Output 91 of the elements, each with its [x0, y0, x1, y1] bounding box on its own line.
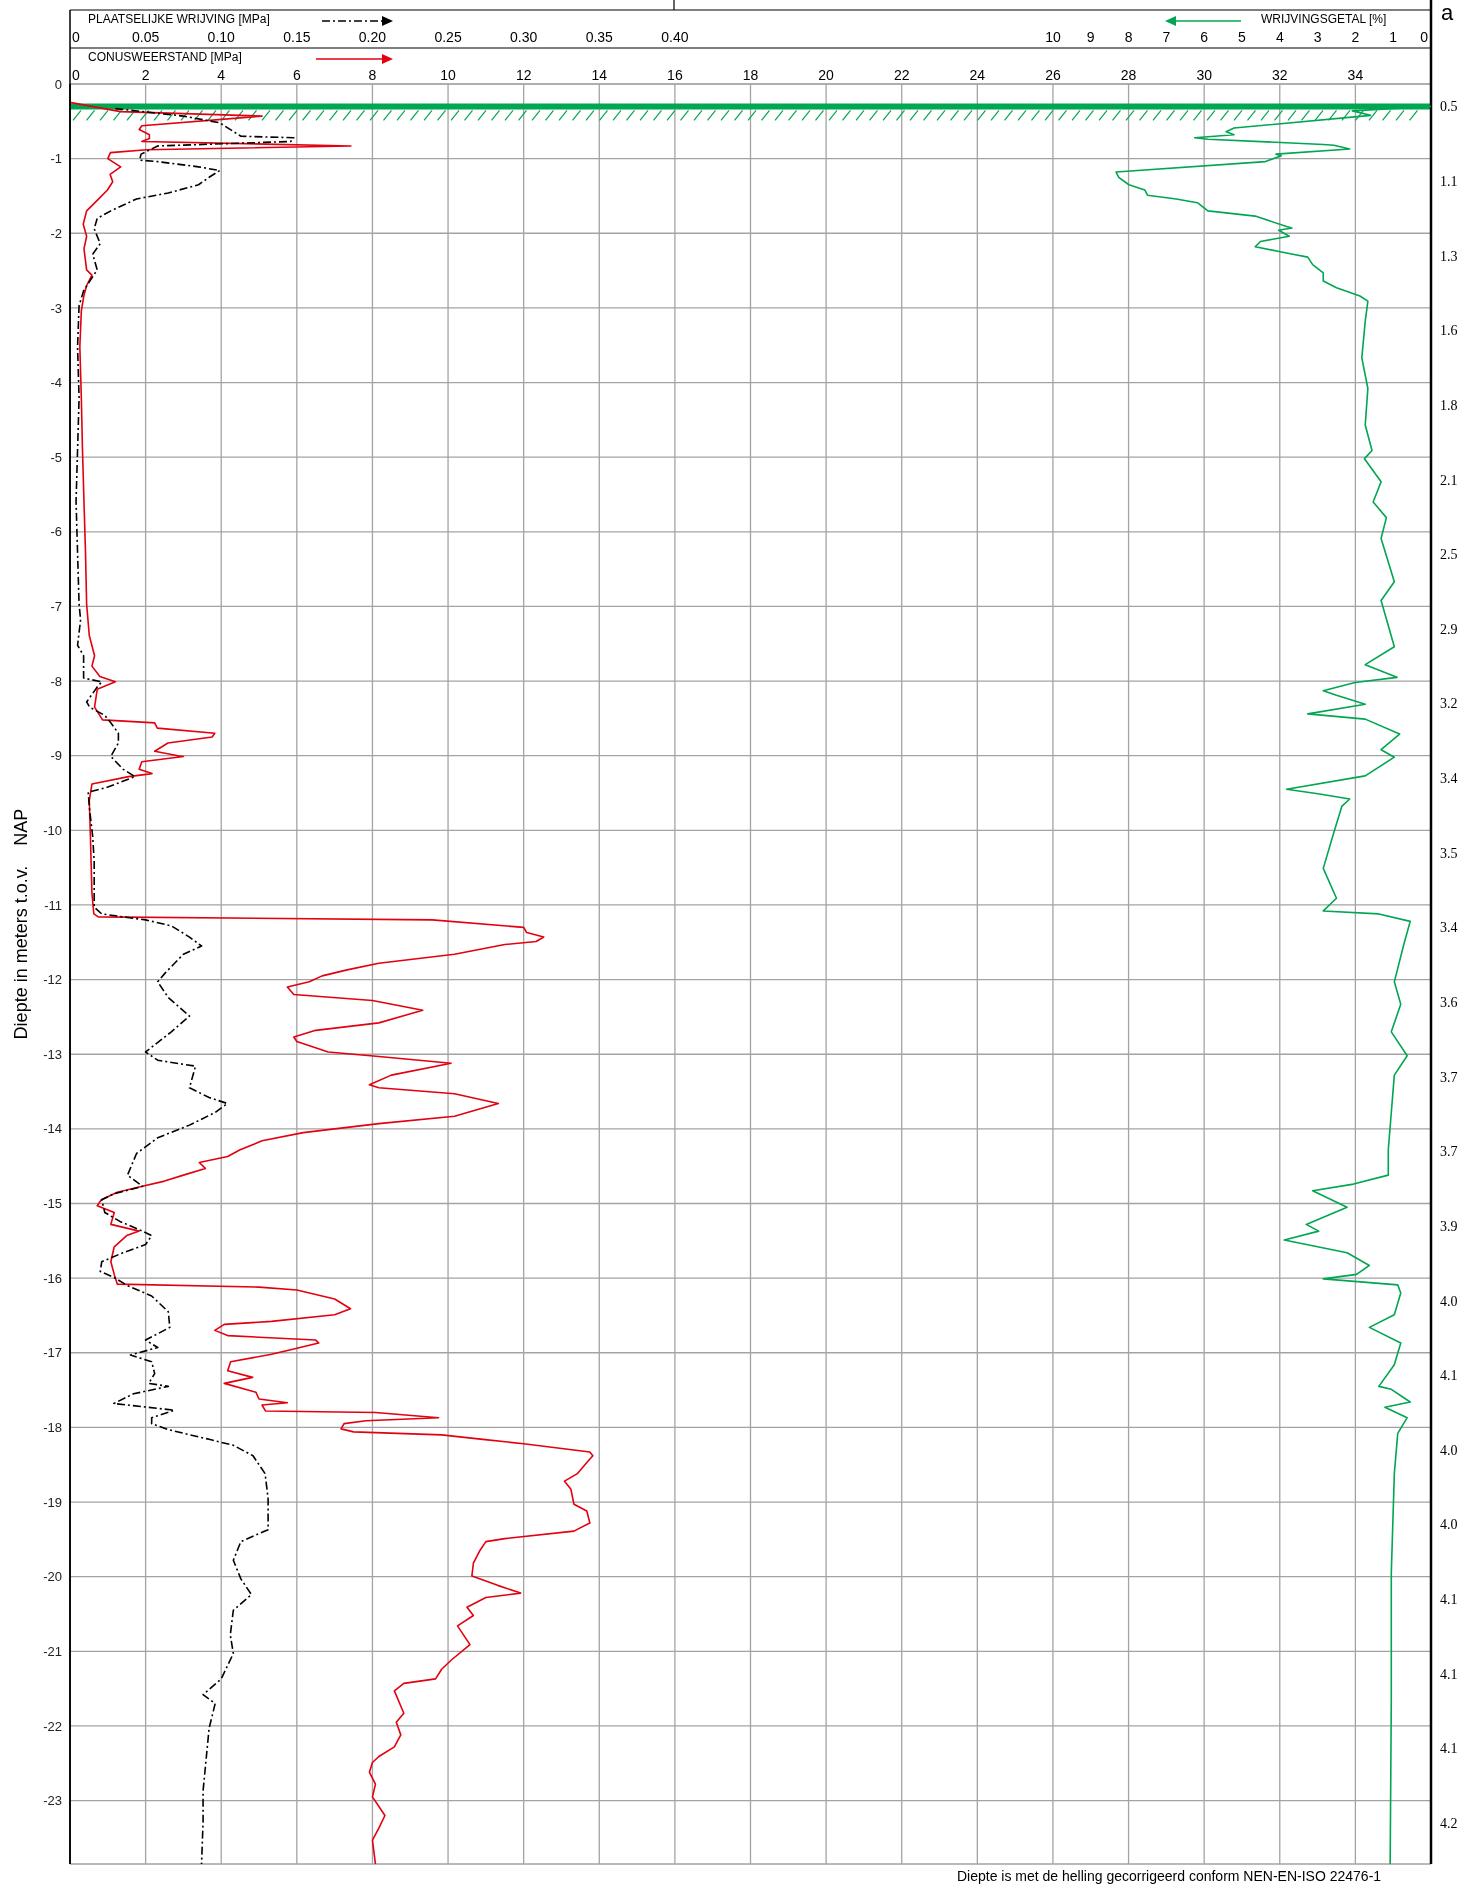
- text: 4.0: [1440, 1517, 1458, 1533]
- x2-tick-label: 0.05: [131, 29, 160, 45]
- text: 4.1: [1440, 1592, 1458, 1608]
- text: Diepte is met de helling gecorrigeerd conform NEN-EN-ISO 22476-1: [957, 1868, 1382, 1884]
- y-tick-label: -9: [50, 748, 62, 764]
- x-tick-label: 20: [818, 67, 835, 83]
- text: 3.7: [1440, 1069, 1458, 1085]
- x-tick-label: 10: [440, 67, 457, 83]
- text: 2.9: [1440, 621, 1458, 637]
- x-tick-label: 6: [292, 67, 301, 83]
- text: 4.2: [1440, 1815, 1458, 1831]
- text: 4.1: [1440, 1666, 1458, 1682]
- y-tick-label: -7: [50, 599, 62, 615]
- text: 4.0: [1440, 1293, 1458, 1309]
- text: 3.9: [1440, 1218, 1458, 1234]
- x2-tick-label: 0.35: [585, 29, 614, 45]
- x2-tick-label: 0.10: [207, 29, 236, 45]
- y-tick-label: -10: [43, 822, 62, 838]
- x-tick-label: 0: [1420, 29, 1429, 45]
- x-axis-title: CONUSWEERSTAND [MPa]: [88, 50, 242, 64]
- y-tick-label: -8: [50, 673, 62, 689]
- x-tick-label: 24: [969, 67, 986, 83]
- x-tick-label: 5: [1238, 29, 1247, 45]
- y-tick-label: -18: [43, 1420, 62, 1436]
- x-tick-label: 0: [72, 67, 80, 83]
- text: 1.6: [1440, 323, 1458, 339]
- x-tick-label: 4: [1275, 29, 1284, 45]
- y-tick-label: -1: [50, 151, 62, 167]
- x-tick-label: 14: [591, 67, 608, 83]
- line-series: [70, 101, 594, 1864]
- text: 4.0: [1440, 1442, 1458, 1458]
- x-tick-label: 8: [1124, 29, 1133, 45]
- y-tick-label: -16: [43, 1270, 62, 1286]
- x-tick-label: 2: [141, 67, 150, 83]
- text: 3.2: [1440, 696, 1458, 712]
- x-tick-label: 22: [893, 67, 910, 83]
- x-tick-label: 8: [368, 67, 377, 83]
- text: 3.7: [1440, 1144, 1458, 1160]
- y-tick-label: -11: [44, 897, 62, 913]
- y-tick-label: -6: [50, 524, 62, 540]
- text: 3.4: [1440, 920, 1458, 936]
- text: 3.4: [1440, 771, 1458, 787]
- y-tick-label: -14: [43, 1121, 62, 1137]
- y-tick-label: -22: [43, 1718, 62, 1734]
- x-tick-label: 30: [1196, 67, 1213, 83]
- x-tick-label: 1: [1389, 29, 1398, 45]
- y-tick-label: -17: [43, 1345, 62, 1361]
- text: 4.1: [1440, 1741, 1458, 1757]
- x-tick-label: 2: [1351, 29, 1360, 45]
- y-tick-label: -5: [50, 449, 62, 465]
- x-axis-title: WRIJVINGSGETAL [%]: [1261, 12, 1387, 26]
- x2-tick-label: 0.15: [283, 29, 311, 45]
- text: 1.1: [1440, 174, 1458, 190]
- x2-tick-label: 0.30: [510, 29, 538, 45]
- y-tick-label: -21: [43, 1643, 62, 1659]
- y-tick-label: -19: [43, 1494, 62, 1510]
- y-tick-label: -23: [43, 1793, 62, 1809]
- x-tick-label: 16: [667, 67, 683, 83]
- y-tick-label: -20: [43, 1569, 62, 1585]
- x-tick-label: 18: [742, 67, 759, 83]
- x-tick-label: 32: [1271, 67, 1288, 83]
- text: 1.8: [1440, 397, 1458, 413]
- x-tick-label: 12: [515, 67, 532, 83]
- text: 2.5: [1440, 547, 1458, 563]
- y-tick-label: -3: [50, 300, 62, 316]
- x2-tick-label: 0.25: [434, 29, 462, 45]
- x-tick-label: 26: [1045, 67, 1061, 83]
- x-tick-label: 9: [1086, 29, 1095, 45]
- text: 4.1: [1440, 1368, 1458, 1384]
- text: 1.3: [1440, 248, 1458, 264]
- text: 3.6: [1440, 994, 1458, 1010]
- x-tick-label: 6: [1200, 29, 1209, 45]
- text: 3.5: [1440, 845, 1458, 861]
- y-tick-label: -2: [50, 225, 62, 241]
- y-axis-title: Diepte in meters t.o.v. NAP: [11, 808, 31, 1040]
- y-tick-label: -15: [43, 1196, 62, 1212]
- y-tick-label: -4: [50, 375, 62, 391]
- x-tick-label: 7: [1162, 29, 1171, 45]
- y-tick-label: -12: [43, 972, 62, 988]
- text: a: [1441, 0, 1454, 25]
- x-tick-label: 28: [1120, 67, 1137, 83]
- text: 2.1: [1440, 472, 1458, 488]
- x2-tick-label: 0.20: [358, 29, 387, 45]
- x2-tick-label: 0.40: [661, 29, 689, 45]
- x-tick-label: 10: [1045, 29, 1061, 45]
- y-tick-label: -13: [43, 1046, 62, 1062]
- x2-axis-title: PLAATSELIJKE WRIJVING [MPa]: [88, 12, 270, 26]
- x-tick-label: 3: [1313, 29, 1322, 45]
- x-tick-label: 34: [1347, 67, 1364, 83]
- text: 0.5: [1440, 99, 1458, 115]
- x-tick-label: 4: [217, 67, 226, 83]
